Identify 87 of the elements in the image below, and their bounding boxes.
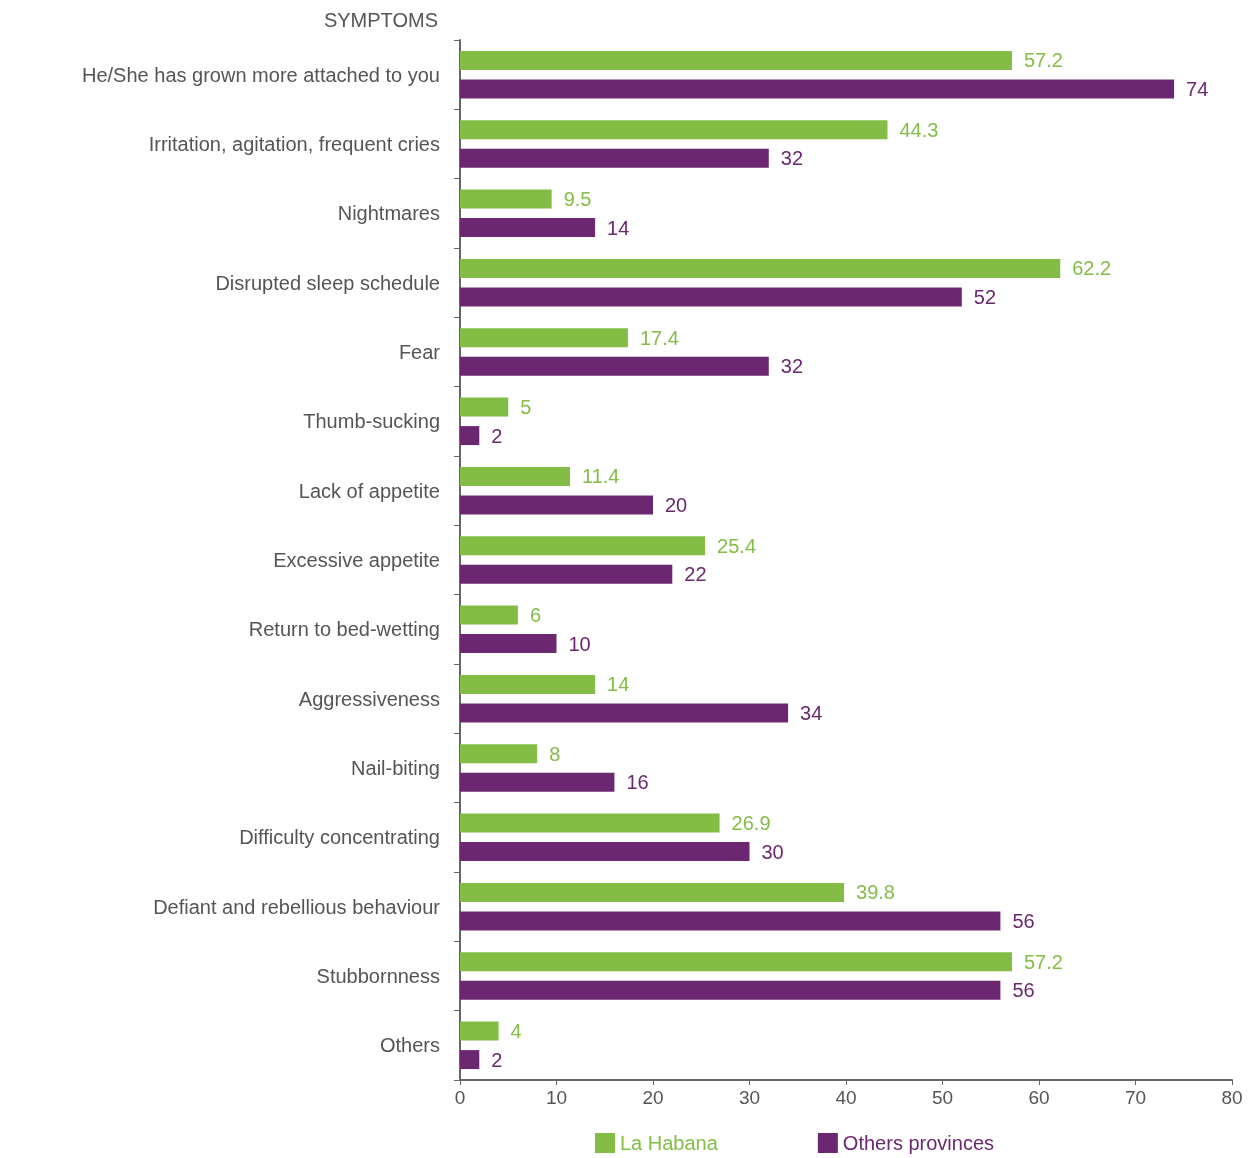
bar bbox=[460, 980, 1001, 1000]
y-tick-label: Defiant and rebellious behaviour bbox=[153, 895, 441, 918]
data-label: 4 bbox=[510, 1020, 522, 1043]
x-tick-label: 30 bbox=[738, 1087, 761, 1108]
bar bbox=[460, 564, 673, 584]
data-label: 2 bbox=[491, 424, 503, 447]
bar bbox=[460, 1050, 480, 1070]
legend-label: Others provinces bbox=[842, 1132, 995, 1154]
data-label: 74 bbox=[1186, 77, 1209, 100]
data-label: 39.8 bbox=[856, 881, 896, 904]
data-label: 26.9 bbox=[731, 812, 771, 835]
y-tick-label: Others bbox=[379, 1034, 440, 1057]
bar bbox=[460, 50, 1012, 70]
bar bbox=[460, 813, 720, 833]
bar bbox=[460, 79, 1175, 99]
data-label: 32 bbox=[780, 355, 804, 378]
data-label: 57.2 bbox=[1023, 49, 1063, 72]
bar bbox=[460, 495, 653, 515]
x-tick-label: 20 bbox=[642, 1087, 664, 1108]
data-label: 56 bbox=[1012, 909, 1035, 932]
x-tick-label: 60 bbox=[1028, 1087, 1050, 1108]
x-tick-label: 40 bbox=[835, 1087, 857, 1108]
data-label: 30 bbox=[761, 840, 784, 863]
x-tick-label: 80 bbox=[1221, 1087, 1243, 1108]
data-label: 44.3 bbox=[899, 118, 939, 141]
x-tick-label: 0 bbox=[454, 1087, 466, 1108]
data-label: 10 bbox=[568, 632, 591, 655]
data-label: 25.4 bbox=[717, 534, 757, 557]
data-label: 62.2 bbox=[1072, 257, 1112, 280]
bar bbox=[460, 703, 789, 723]
bar bbox=[460, 148, 769, 168]
bar bbox=[460, 911, 1001, 931]
y-tick-label: Nightmares bbox=[337, 202, 440, 225]
bar bbox=[460, 426, 480, 446]
bar bbox=[460, 772, 615, 792]
x-tick-label: 70 bbox=[1124, 1087, 1147, 1108]
bar bbox=[460, 120, 888, 140]
data-label: 5 bbox=[520, 396, 532, 419]
bar bbox=[460, 218, 596, 238]
y-tick-label: Stubbornness bbox=[316, 965, 440, 987]
bar bbox=[460, 356, 769, 376]
data-label: 57.2 bbox=[1023, 950, 1063, 973]
data-label: 11.4 bbox=[582, 465, 620, 488]
y-tick-label: Disrupted sleep schedule bbox=[215, 271, 440, 294]
bar bbox=[460, 1021, 499, 1041]
bar bbox=[460, 842, 750, 862]
y-tick-label: Nail-biting bbox=[351, 757, 440, 779]
bar bbox=[460, 258, 1061, 278]
bar bbox=[460, 536, 706, 556]
bar bbox=[460, 744, 538, 764]
bar bbox=[460, 952, 1012, 972]
data-label: 14 bbox=[607, 216, 630, 239]
y-tick-label: Difficulty concentrating bbox=[239, 826, 440, 849]
data-label: 2 bbox=[491, 1048, 503, 1071]
bar bbox=[460, 328, 628, 348]
bar bbox=[460, 882, 845, 902]
y-tick-label: Lack of appetite bbox=[298, 479, 440, 502]
bar bbox=[460, 189, 552, 209]
y-tick-label: Aggressiveness bbox=[298, 687, 440, 710]
bar bbox=[460, 605, 518, 625]
data-label: 6 bbox=[529, 604, 542, 627]
y-tick-label: Fear bbox=[398, 341, 441, 363]
y-tick-label: Return to bed-wetting bbox=[248, 618, 440, 641]
legend-label: La Habana bbox=[620, 1132, 719, 1154]
bar bbox=[460, 397, 509, 417]
bar bbox=[460, 466, 571, 486]
data-label: 8 bbox=[549, 742, 561, 765]
bar bbox=[460, 634, 557, 654]
data-label: 14 bbox=[607, 673, 630, 696]
data-label: 52 bbox=[973, 285, 997, 308]
x-tick-label: 10 bbox=[545, 1087, 568, 1108]
data-label: 34 bbox=[800, 701, 823, 724]
data-label: 20 bbox=[665, 493, 688, 516]
data-label: 56 bbox=[1012, 979, 1035, 1002]
y-tick-label: He/She has grown more attached to you bbox=[82, 63, 440, 86]
y-tick-label: Thumb-sucking bbox=[303, 410, 440, 433]
data-label: 17.4 bbox=[639, 326, 679, 349]
data-label: 22 bbox=[684, 563, 707, 586]
x-tick-label: 50 bbox=[931, 1087, 954, 1108]
y-tick-label: Irritation, agitation, frequent cries bbox=[148, 133, 440, 155]
data-label: 32 bbox=[780, 147, 804, 170]
y-axis-title: SYMPTOMS bbox=[323, 9, 438, 31]
bar bbox=[460, 287, 962, 307]
data-label: 16 bbox=[626, 771, 649, 794]
y-tick-label: Excessive appetite bbox=[273, 549, 440, 571]
data-label: 9.5 bbox=[563, 188, 592, 211]
bar bbox=[460, 674, 596, 694]
